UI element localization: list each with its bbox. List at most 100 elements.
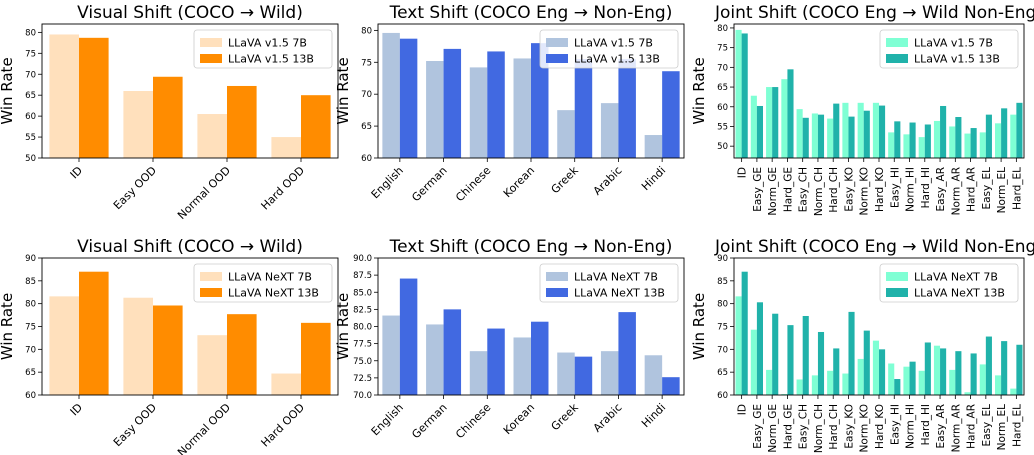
x-tick-label: Korean (501, 164, 537, 200)
plot-frame (733, 23, 1025, 159)
x-tick-label: Normal OOD (175, 164, 233, 222)
bar-small-model (964, 392, 971, 395)
legend-box (879, 29, 1019, 69)
legend-label: LLaVA NeXT 7B (914, 271, 998, 284)
bar-large-model (618, 312, 636, 395)
legend-label: LLaVA NeXT 13B (574, 287, 665, 300)
bar-small-model (750, 95, 757, 158)
y-axis-label: Win Rate (334, 293, 352, 360)
bar-large-model (574, 59, 593, 158)
bar-large-model (227, 85, 257, 158)
x-tick-label: Hindi (639, 401, 668, 430)
bar-small-model (827, 118, 834, 158)
x-tick-label: Norm_HI (905, 167, 917, 212)
x-tick-label: Hard OOD (259, 401, 308, 450)
bar-large-model (802, 315, 809, 395)
bar-large-model (662, 377, 680, 395)
bar-large-model (833, 348, 840, 395)
legend: LLaVA NeXT 7B LLaVA NeXT 13B (193, 263, 333, 303)
bar-large-model (985, 336, 992, 395)
bar-large-model (940, 348, 947, 395)
x-tick-label: Norm_CH (813, 167, 825, 216)
chart-title: Text Shift (COCO Eng → Non-Eng) (389, 237, 673, 257)
y-tick-label: 80 (717, 24, 728, 34)
bar-small-model (557, 352, 575, 395)
bar-small-model (644, 135, 663, 158)
bar-small-model (426, 61, 444, 159)
legend-label: LLaVA v1.5 7B (914, 37, 993, 50)
bar-small-model (600, 103, 619, 158)
legend-label: LLaVA v1.5 13B (914, 53, 1000, 66)
x-tick-label: German (409, 164, 449, 204)
x-tick-label: Hard_HI (920, 167, 932, 208)
bar-small-model (872, 102, 879, 158)
x-tick-label: Hard_EL (1011, 167, 1023, 210)
chart-panel: Visual Shift (COCO → Wild) Win Rate 60 65 70… (0, 237, 339, 455)
x-tick-label: Easy_KO (843, 404, 855, 449)
bar-small-model (513, 337, 531, 395)
x-tick-label: Hard_KO (874, 167, 886, 212)
y-tick-label: 60 (25, 112, 36, 122)
bar-large-model (940, 105, 947, 158)
bar-small-model (872, 340, 879, 395)
x-tick-label: Norm_EL (996, 404, 1008, 451)
chart-title: Joint Shift (COCO Eng → Wild Non-Eng) (714, 237, 1034, 257)
legend: LLaVA NeXT 7B LLaVA NeXT 13B (879, 263, 1019, 303)
bar-small-model (933, 120, 941, 158)
bar-large-model (79, 271, 109, 395)
legend-label: LLaVA v1.5 7B (228, 37, 307, 50)
chart-title: Joint Shift (COCO Eng → Wild Non-Eng) (714, 3, 1034, 23)
legend-swatch (886, 38, 908, 47)
legend-box (193, 29, 333, 69)
x-tick-label: Greek (549, 400, 582, 433)
bar-small-model (600, 351, 619, 395)
bar-small-model (827, 370, 834, 395)
bar-large-model (894, 379, 901, 395)
y-tick-label: 60 (25, 391, 36, 401)
bar-large-model (443, 309, 462, 395)
x-tick-label: Hard_AR (966, 404, 978, 449)
bar-small-model (426, 324, 444, 395)
x-tick-label: Hard OOD (259, 164, 308, 213)
bar-large-model (1001, 108, 1008, 158)
bar-large-model (787, 325, 794, 395)
bar-large-model (817, 331, 825, 395)
legend-label: LLaVA NeXT 7B (574, 271, 658, 284)
y-tick-label: 80 (25, 300, 36, 310)
x-tick-label: Hard_GE (782, 167, 794, 212)
bar-small-model (842, 373, 849, 395)
x-tick-label: Hard_HI (920, 404, 932, 445)
y-tick-label: 65 (25, 91, 36, 101)
bar-small-model (964, 133, 971, 158)
bar-large-model (924, 124, 931, 158)
x-tick-label: Norm_GE (767, 167, 779, 216)
bar-large-model (772, 313, 779, 395)
y-axis-label: Win Rate (690, 293, 708, 360)
y-tick-label: 70.0 (353, 391, 372, 401)
plot-frame (41, 257, 339, 396)
y-tick-label: 82.5 (353, 305, 372, 315)
plot-frame (733, 257, 1025, 396)
x-tick-label: Norm_AR (950, 167, 962, 215)
bar-small-model (903, 134, 910, 158)
bar-large-model (531, 321, 549, 395)
y-tick-label: 80.0 (353, 323, 372, 333)
bar-large-model (574, 356, 593, 395)
x-tick-label: Norm_KO (859, 167, 871, 215)
y-axis-label: Win Rate (690, 57, 708, 124)
bar-large-model (79, 37, 109, 158)
bar-small-model (811, 113, 818, 158)
x-tick-label: Arabic (591, 401, 625, 435)
bar-small-model (123, 297, 153, 395)
legend-box (539, 263, 679, 303)
bar-small-model (1010, 114, 1017, 158)
x-tick-label: Easy OOD (111, 401, 159, 449)
bar-large-model (662, 71, 680, 158)
legend-box (193, 263, 333, 303)
bar-large-model (756, 105, 763, 158)
bar-small-model (949, 369, 956, 395)
plot-frame (41, 23, 339, 159)
x-tick-label: English (369, 401, 406, 438)
bar-large-model (1016, 102, 1023, 158)
bar-large-model (879, 105, 886, 158)
